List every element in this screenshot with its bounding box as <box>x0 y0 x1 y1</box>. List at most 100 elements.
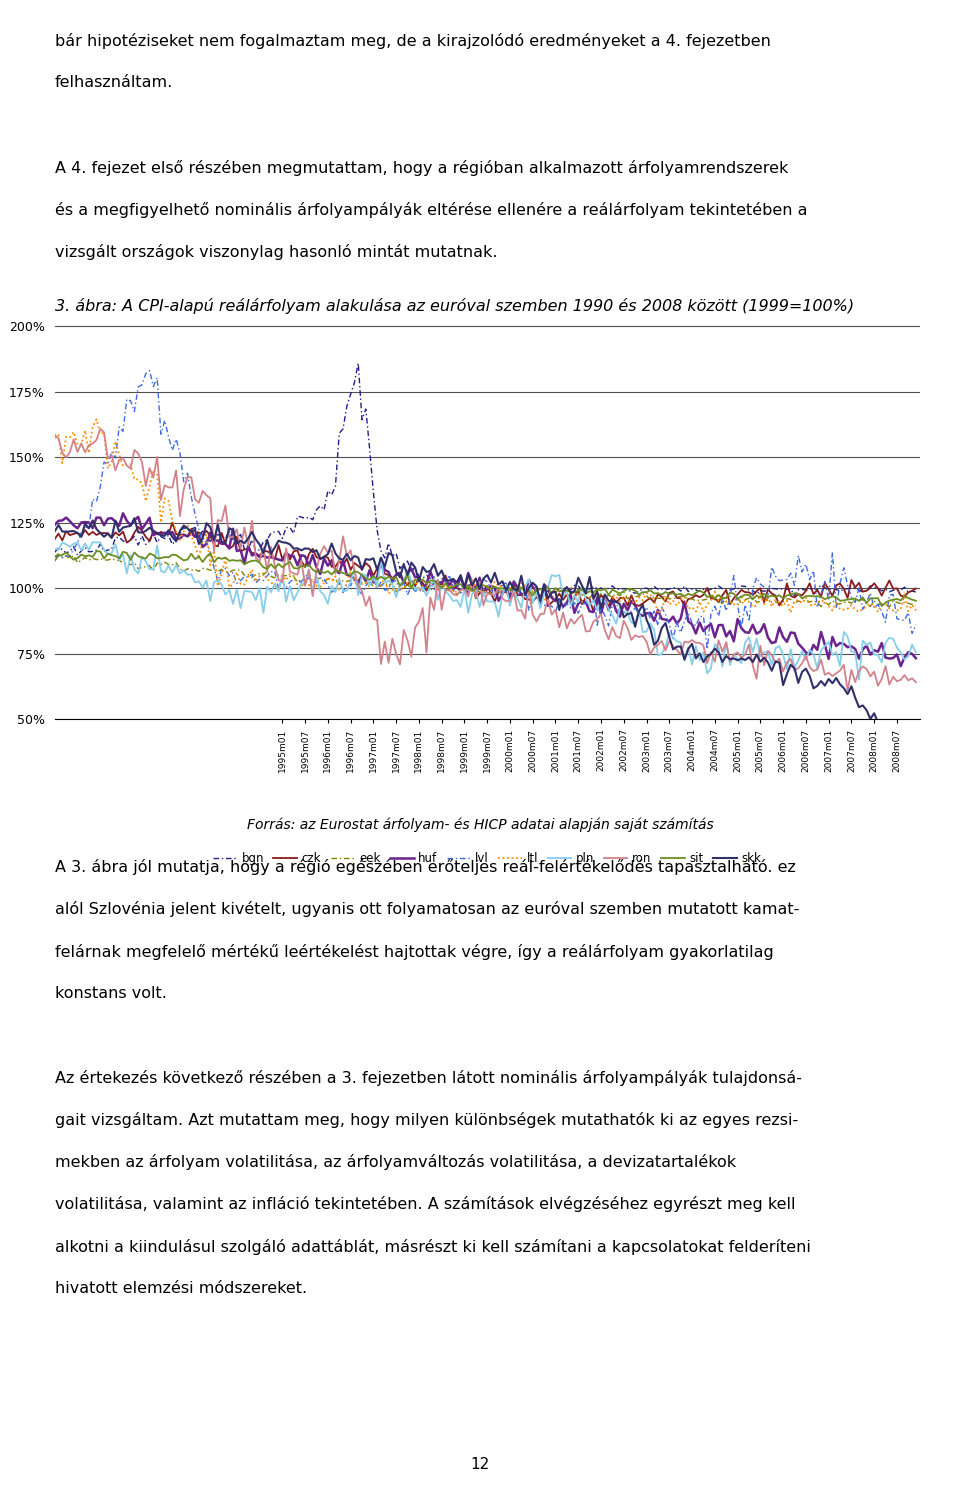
sit <box>269 560 280 578</box>
Text: felárnak megfelelő mértékű leértékelést hajtottak végre, így a reálárfolyam gyak: felárnak megfelelő mértékű leértékelést … <box>55 944 774 960</box>
Text: 3. ábra: A CPI-alapú reálárfolyam alakulása az euróval szemben 1990 és 2008 közö: 3. ábra: A CPI-alapú reálárfolyam alakul… <box>55 298 853 315</box>
huf <box>273 551 284 569</box>
Line: ltl: ltl <box>55 420 916 614</box>
eek <box>49 548 60 566</box>
lvl <box>910 616 922 634</box>
eek <box>611 585 622 604</box>
czk <box>49 530 60 548</box>
ron <box>269 555 280 573</box>
eek <box>910 596 922 614</box>
Text: alól Szlovénia jelent kivételt, ugyanis ott folyamatosan az euróval szemben muta: alól Szlovénia jelent kivételt, ugyanis … <box>55 901 799 918</box>
czk <box>698 585 709 604</box>
czk <box>735 581 747 599</box>
Line: eek: eek <box>55 554 916 607</box>
huf <box>269 549 280 567</box>
skk <box>732 652 743 670</box>
ron <box>910 673 922 691</box>
bgn <box>910 582 922 600</box>
Text: vizsgált országok viszonylag hasonló mintát mutatnak.: vizsgált országok viszonylag hasonló min… <box>55 244 497 260</box>
ltl <box>698 602 709 620</box>
bgn <box>789 587 801 605</box>
Text: A 3. ábra jól mutatja, hogy a régió egészében erőteljes reál-felértékelődés tapa: A 3. ábra jól mutatja, hogy a régió egés… <box>55 859 796 876</box>
Text: 12: 12 <box>470 1457 490 1472</box>
sit <box>90 542 102 560</box>
sit <box>611 582 622 600</box>
lvl <box>144 361 156 379</box>
ltl <box>735 588 747 607</box>
Text: alkotni a kiindulásul szolgáló adattáblát, másrészt ki kell számítani a kapcsola: alkotni a kiindulásul szolgáló adattáblá… <box>55 1239 810 1255</box>
huf <box>611 602 622 620</box>
sit <box>273 555 284 573</box>
czk <box>910 579 922 597</box>
lvl <box>49 548 60 566</box>
skk <box>789 659 801 677</box>
huf <box>895 658 906 676</box>
huf <box>789 625 801 643</box>
eek <box>694 591 706 610</box>
Text: hivatott elemzési módszereket.: hivatott elemzési módszereket. <box>55 1281 307 1296</box>
huf <box>732 610 743 628</box>
skk <box>694 644 706 662</box>
ltl <box>90 411 102 429</box>
ltl <box>611 588 622 607</box>
Text: bár hipotéziseket nem fogalmaztam meg, de a kirajzolódó eredményeket a 4. fejeze: bár hipotéziseket nem fogalmaztam meg, d… <box>55 33 771 50</box>
pln <box>273 582 284 600</box>
pln <box>49 540 60 558</box>
pln <box>611 614 622 632</box>
huf <box>694 614 706 632</box>
ron <box>49 426 60 444</box>
eek <box>273 566 284 584</box>
bgn <box>269 522 280 540</box>
lvl <box>702 640 713 658</box>
eek <box>53 545 64 563</box>
Line: pln: pln <box>55 542 916 680</box>
pln <box>853 671 865 689</box>
huf <box>910 649 922 667</box>
Text: és a megfigyelhető nominális árfolyampályák eltérése ellenére a reálárfolyam tek: és a megfigyelhető nominális árfolyampál… <box>55 202 807 218</box>
Text: Forrás: az Eurostat árfolyam- és HICP adatai alapján saját számítás: Forrás: az Eurostat árfolyam- és HICP ad… <box>247 817 713 832</box>
czk <box>614 588 626 607</box>
sit <box>876 597 887 616</box>
bgn <box>793 581 804 599</box>
sit <box>732 590 743 608</box>
ron <box>732 643 743 661</box>
skk <box>611 593 622 611</box>
bgn <box>265 524 276 542</box>
bgn <box>732 579 743 597</box>
ltl <box>652 605 663 623</box>
huf <box>49 516 60 534</box>
ron <box>694 634 706 652</box>
Text: mekben az árfolyam volatilitása, az árfolyamváltozás volatilitása, a devizatarta: mekben az árfolyam volatilitása, az árfo… <box>55 1154 736 1171</box>
eek <box>269 569 280 587</box>
skk <box>49 522 60 540</box>
lvl <box>611 593 622 611</box>
ron <box>273 570 284 588</box>
bgn <box>49 543 60 561</box>
czk <box>269 551 280 569</box>
pln <box>789 659 801 677</box>
lvl <box>793 546 804 564</box>
Line: bgn: bgn <box>55 363 916 596</box>
huf <box>117 504 129 522</box>
ron <box>842 682 853 700</box>
ltl <box>269 576 280 594</box>
Text: Az értekezés következő részében a 3. fejezetben látott nominális árfolyampályák : Az értekezés következő részében a 3. fej… <box>55 1070 802 1087</box>
sit <box>910 591 922 610</box>
lvl <box>273 579 284 597</box>
czk <box>588 604 599 622</box>
lvl <box>269 561 280 579</box>
eek <box>732 588 743 607</box>
skk <box>273 531 284 549</box>
Line: skk: skk <box>55 518 916 757</box>
ron <box>94 420 106 438</box>
lvl <box>735 619 747 637</box>
Line: ron: ron <box>55 429 916 691</box>
bgn <box>694 582 706 600</box>
skk <box>269 539 280 557</box>
sit <box>789 584 801 602</box>
Line: czk: czk <box>55 522 916 613</box>
pln <box>269 575 280 593</box>
sit <box>49 552 60 570</box>
Legend: bgn, czk, eek, huf, lvl, ltl, pln, ron, sit, skk: bgn, czk, eek, huf, lvl, ltl, pln, ron, … <box>208 847 766 870</box>
Text: konstans volt.: konstans volt. <box>55 986 167 1001</box>
